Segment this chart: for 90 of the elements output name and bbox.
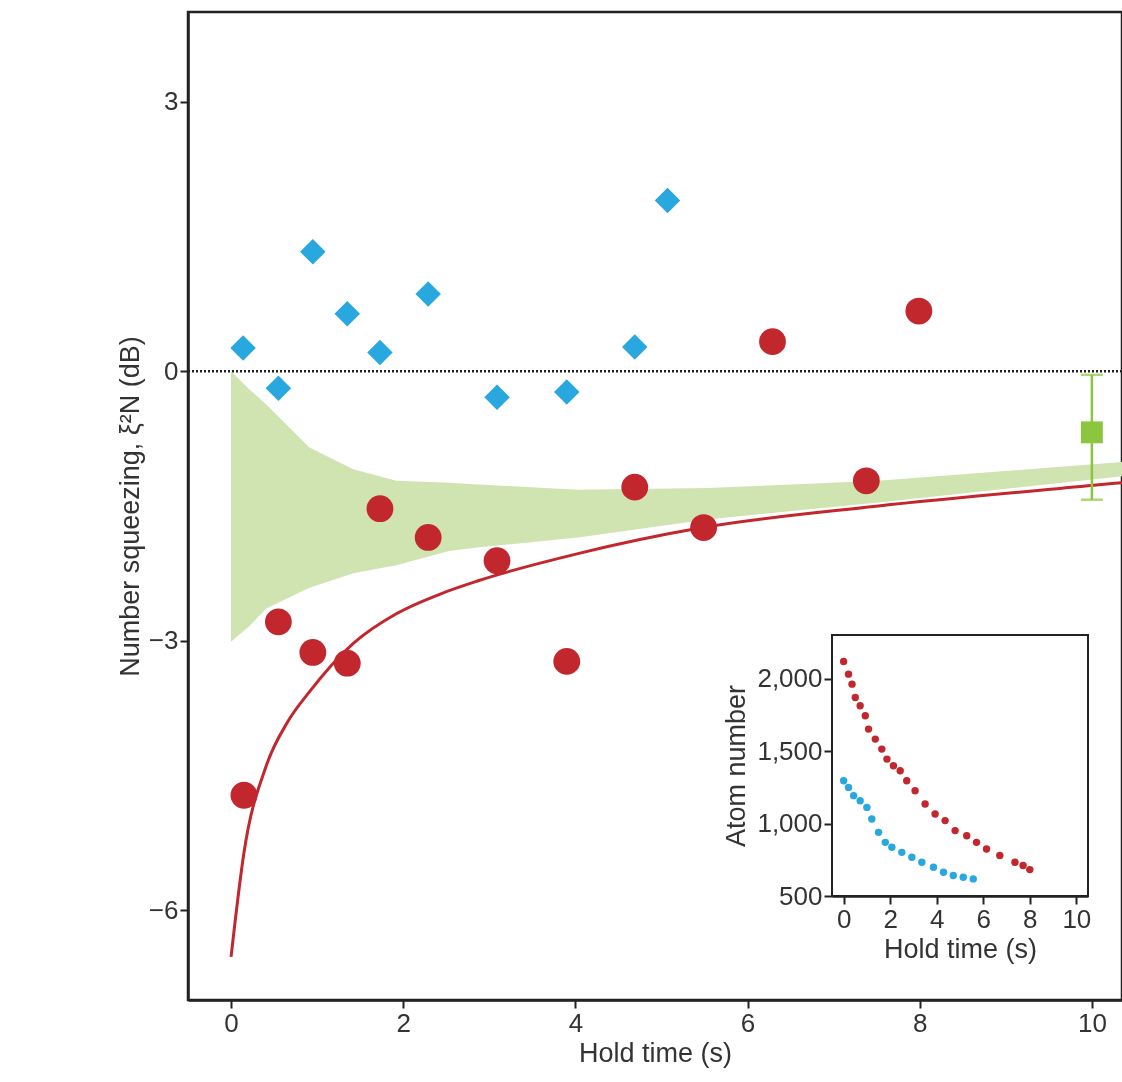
point [554,379,580,405]
point [839,777,848,785]
point [759,328,786,356]
point [300,239,326,265]
point [230,335,256,361]
point [844,670,853,678]
point [918,858,926,866]
point [264,608,292,636]
point [931,810,939,818]
point [939,868,948,876]
x-axis-title: Hold time (s) [883,933,1038,964]
point [856,797,864,805]
x-tick-label: 6 [976,903,992,934]
point [982,845,991,853]
y-tick-label: 3 [164,86,179,117]
point [864,725,873,733]
point [621,473,649,501]
point [883,755,891,763]
point [484,384,510,411]
point [951,826,959,835]
point [852,467,880,495]
point [911,787,919,795]
point [299,639,327,666]
y-tick-label: 1,000 [757,808,823,838]
y-tick-label: 500 [779,880,823,911]
point [414,524,442,551]
point [871,735,879,743]
point [903,777,911,785]
y-tick-label: 2,000 [757,663,823,693]
x-tick-label: 10 [1077,1007,1107,1038]
point [889,762,898,770]
point [839,657,848,666]
x-tick-label: 2 [396,1007,411,1038]
point [265,375,292,402]
point [849,791,858,800]
point [333,649,361,677]
point [996,851,1004,860]
point [905,297,933,325]
point [878,745,886,753]
point [921,800,929,808]
point [941,816,949,825]
x-tick-label: 8 [1023,903,1038,934]
x-tick-label: 4 [568,1007,584,1038]
x-axis-title: Hold time (s) [578,1037,733,1068]
point [1019,861,1027,870]
x-tick-label: 0 [836,903,852,934]
point [949,871,957,880]
point [972,838,981,847]
point [654,187,681,214]
point [929,863,938,871]
point [863,803,871,812]
point [553,648,581,675]
point [851,693,859,702]
point [622,334,648,360]
point [963,831,971,840]
y-tick-label: −3 [148,625,179,656]
point [367,339,393,366]
point [415,281,441,307]
y-tick-label: 0 [164,355,179,386]
point [230,781,258,809]
point [1026,865,1034,874]
y-axis-title: Atom number [721,684,752,848]
point [1011,858,1019,866]
point [868,815,876,823]
point [334,301,360,327]
point [888,843,896,851]
point [690,514,718,541]
y-tick-label: 1,500 [757,735,823,766]
point [969,875,977,883]
point [848,680,856,688]
y-tick-label: −6 [148,894,179,925]
point [898,848,906,857]
point [908,853,916,861]
x-tick-label: 8 [912,1007,928,1038]
x-tick-label: 4 [929,903,945,934]
point [483,547,511,575]
y-axis-title: Number squeezing, ξ²N (dB) [114,336,145,677]
x-tick-label: 0 [224,1007,239,1038]
point [959,873,967,881]
x-tick-label: 6 [740,1007,756,1038]
x-tick-label: 10 [1062,903,1092,934]
point [844,783,853,792]
point [896,767,904,775]
point [856,702,864,710]
point [861,712,869,720]
x-tick-label: 2 [883,903,898,934]
point [881,838,889,847]
point [1080,421,1103,444]
point [874,828,883,837]
point [366,495,394,523]
